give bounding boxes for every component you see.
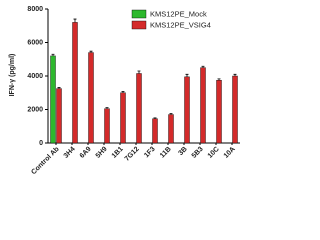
bar: [120, 92, 126, 144]
bar: [200, 67, 206, 144]
x-tick-label: 5B3: [191, 146, 205, 160]
error-bar: [153, 117, 157, 119]
y-tick-label: 2000: [27, 106, 43, 113]
bar: [184, 76, 190, 144]
x-tick-label: 11B: [159, 146, 173, 160]
error-bar: [185, 73, 189, 77]
bar: [88, 52, 94, 144]
chart: IFN-γ (pg/ml) 0 2000 4000 6000 8000 Control A…: [9, 6, 240, 176]
x-tick-label: Control Ab: [30, 146, 60, 176]
error-bar: [169, 113, 173, 115]
error-bar: [105, 107, 109, 109]
legend-swatch: [131, 20, 147, 30]
bar: [136, 73, 142, 144]
bar: [216, 79, 222, 144]
error-bar: [217, 78, 221, 81]
x-tick-label: 10A: [223, 146, 237, 160]
bar: [168, 114, 174, 144]
x-tick-label: 3H4: [63, 146, 77, 160]
y-tick-label: 8000: [27, 6, 43, 13]
legend-label: KMS12PE_VSIG4: [150, 20, 211, 29]
bar: [152, 118, 158, 144]
y-tick-label: 4000: [27, 73, 43, 80]
x-tick-label: 1F3: [143, 146, 157, 160]
error-bar: [121, 91, 125, 93]
y-axis-label: IFN-γ (pg/ml): [9, 54, 16, 97]
bar: [72, 22, 78, 144]
x-tick-label: 3B: [177, 146, 188, 157]
error-bar: [51, 53, 55, 56]
error-bar: [57, 87, 61, 89]
bar: [50, 55, 56, 144]
bar: [232, 75, 238, 144]
error-bar: [201, 65, 205, 68]
error-bar: [137, 70, 141, 74]
legend-label: KMS12PE_Mock: [150, 9, 207, 18]
legend-swatch: [131, 9, 147, 19]
error-bar: [89, 50, 93, 53]
x-tick-label: 5H9: [95, 146, 109, 160]
error-bar: [233, 73, 237, 76]
error-bar: [73, 18, 77, 23]
y-tick-label: 0: [39, 140, 43, 147]
x-tick-label: 6A9: [79, 146, 93, 160]
x-tick-label: 7G12: [124, 146, 141, 163]
bar: [104, 108, 110, 144]
y-tick-label: 6000: [27, 39, 43, 46]
bar: [56, 88, 62, 144]
x-tick-label: 10C: [207, 146, 221, 160]
